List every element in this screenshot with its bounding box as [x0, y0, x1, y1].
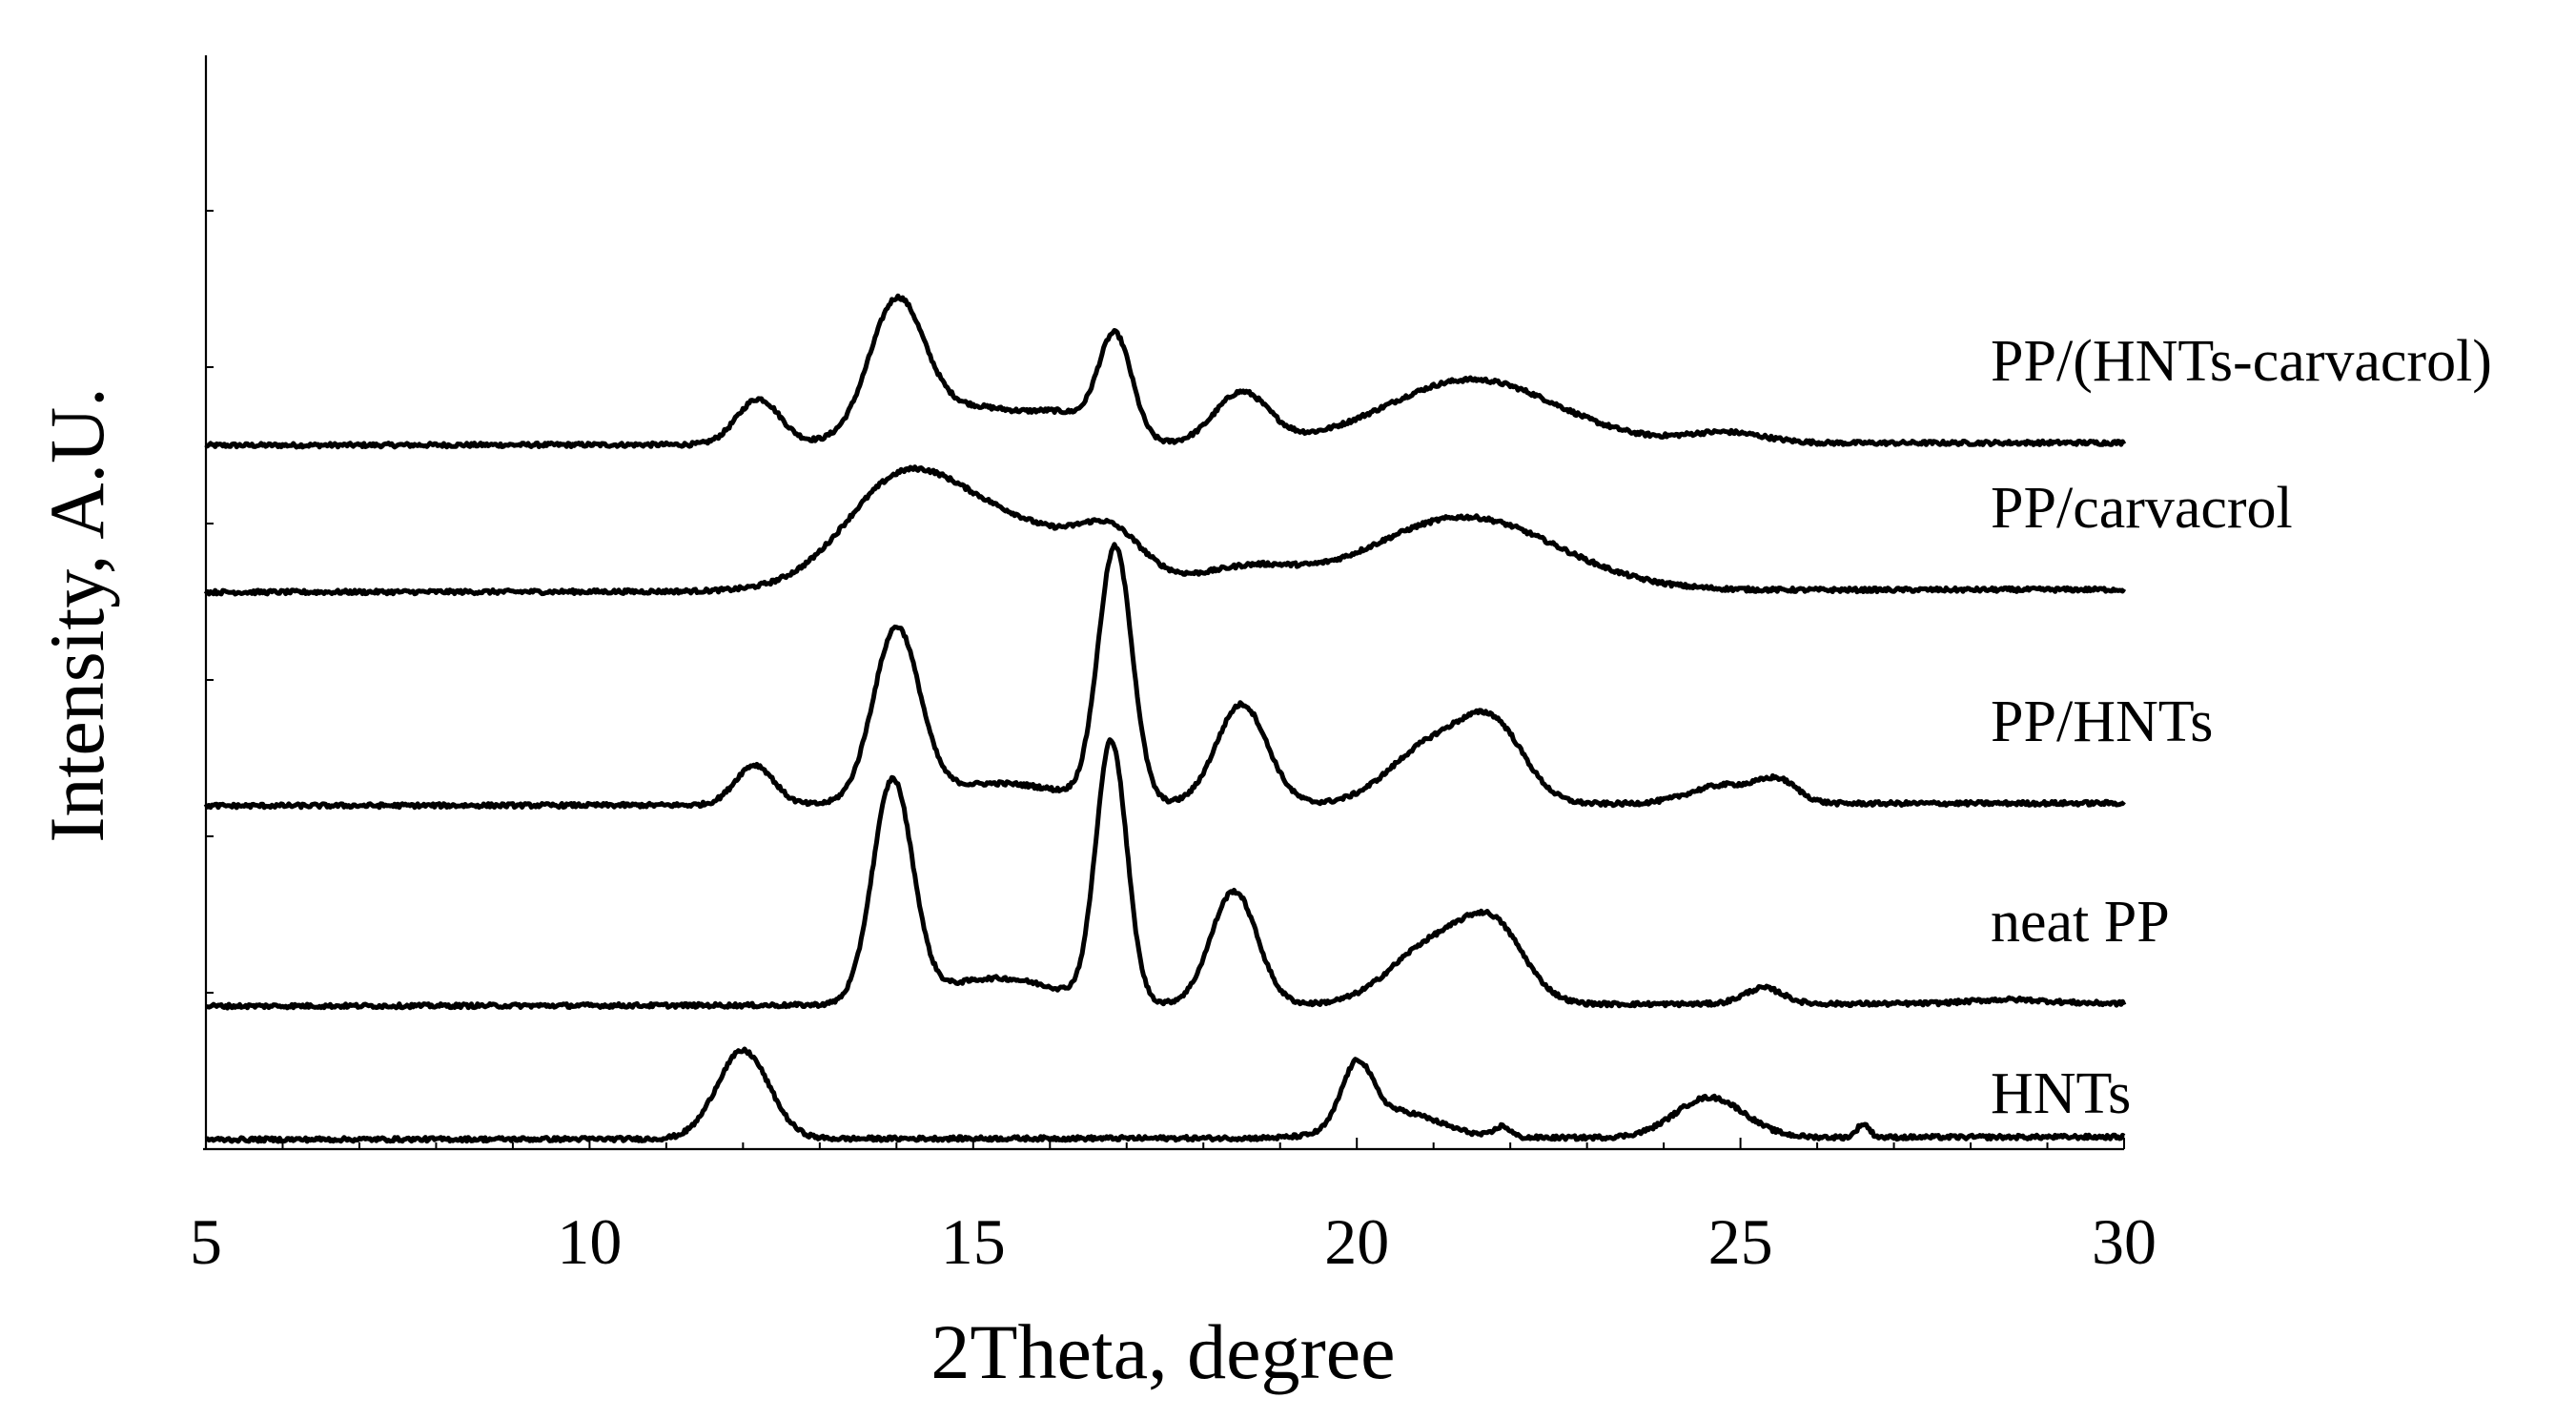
xrd-trace [205, 737, 2127, 1011]
x-ticks [205, 1138, 2125, 1149]
x-tick-label: 25 [1708, 1205, 1773, 1278]
x-axis-title: 2Theta, degree [930, 1308, 1395, 1395]
axes [203, 55, 2124, 1151]
x-tick-label: 20 [1324, 1205, 1389, 1278]
series-label: PP/(HNTs-carvacrol) [1991, 329, 2492, 394]
series-label: HNTs [1991, 1061, 2131, 1126]
x-tick-label: 10 [557, 1205, 622, 1278]
xrd-trace [203, 542, 2126, 811]
xrd-trace [203, 464, 2127, 597]
series-label: PP/HNTs [1991, 689, 2213, 754]
series-labels: PP/(HNTs-carvacrol) PP/carvacrol PP/HNTs ne… [1991, 329, 2492, 1126]
xrd-traces [203, 293, 2127, 1144]
x-tick-labels: 5 10 15 20 25 30 [190, 1205, 2157, 1278]
x-tick-label: 15 [941, 1205, 1006, 1278]
y-ticks [206, 210, 214, 1150]
xrd-trace [204, 1046, 2126, 1144]
x-tick-label: 5 [190, 1205, 222, 1278]
series-label: neat PP [1991, 890, 2170, 955]
series-label: PP/carvacrol [1991, 476, 2293, 541]
xrd-trace [204, 293, 2127, 450]
y-axis-title: Intensity, A.U. [33, 387, 120, 843]
x-tick-label: 30 [2092, 1205, 2157, 1278]
